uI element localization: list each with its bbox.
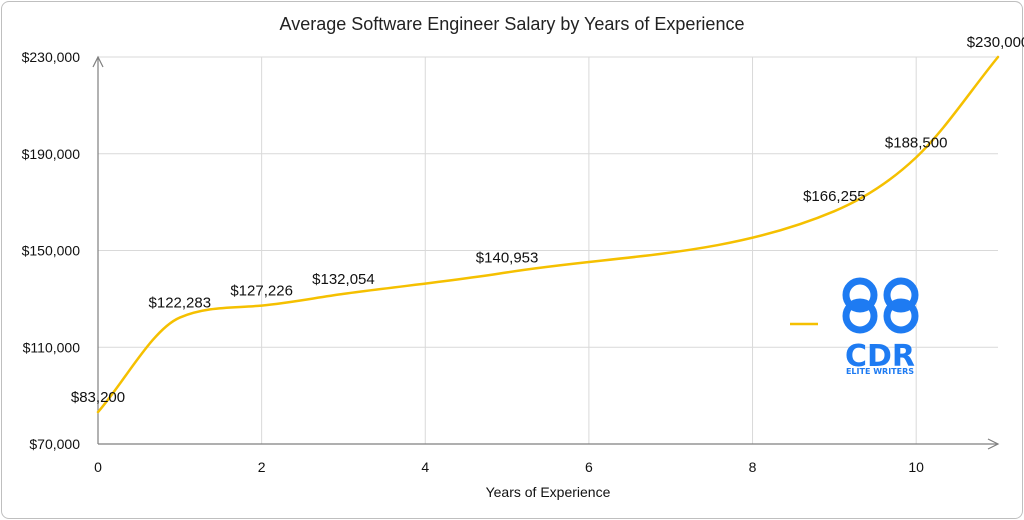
series-line [96,55,1000,414]
x-tick-label: 6 [585,459,593,475]
y-tick-label: $190,000 [22,146,81,162]
y-tick-label: $230,000 [22,49,81,65]
x-axis-arrow [987,438,1000,450]
data-label: $127,226 [230,283,293,300]
data-label: $132,054 [312,271,375,288]
logo-mark-loop [842,277,878,313]
y-tick-label: $150,000 [22,243,81,259]
data-label: $188,500 [885,134,948,151]
data-label: $166,255 [803,188,866,205]
data-label: $83,200 [71,389,125,406]
y-tick-label: $70,000 [29,436,80,452]
x-tick-label: 0 [94,459,102,475]
y-tick-label: $110,000 [23,339,81,355]
logo-tagline: ELITE WRITERS [846,367,914,376]
logo-mark-loop [842,298,878,334]
chart-title: Average Software Engineer Salary by Year… [280,14,745,34]
data-label: $140,953 [476,249,539,266]
x-axis-label: Years of Experience [486,484,611,500]
x-tick-label: 10 [908,459,924,475]
x-tick-label: 8 [749,459,757,475]
logo-mark-loop [883,298,919,334]
data-label: $122,283 [149,295,212,312]
x-tick-label: 2 [258,459,266,475]
x-tick-label: 4 [421,459,429,475]
data-label: $230,000 [967,34,1024,51]
y-axis-arrow [92,55,104,68]
logo-mark-text: CDR [845,339,915,374]
logo-mark-loop [883,277,919,313]
